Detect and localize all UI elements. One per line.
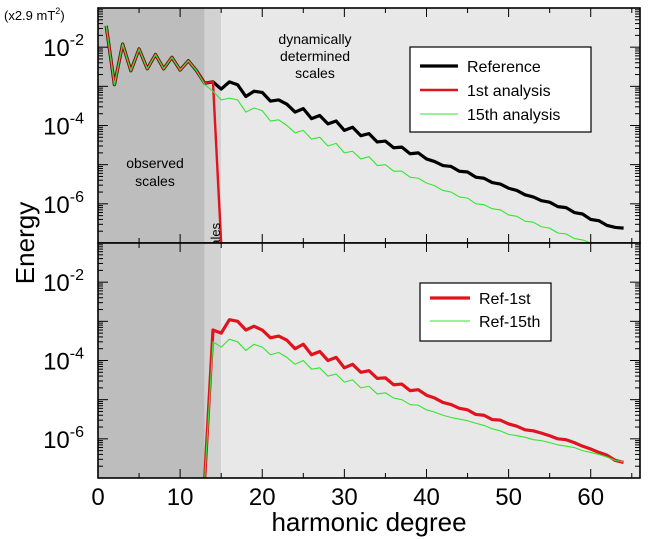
legend-box xyxy=(419,282,552,342)
y-tick-label: 10-4 xyxy=(43,111,84,141)
region-label-dynamic: dynamically xyxy=(278,31,351,47)
y-tick-label-exponent: -2 xyxy=(70,32,84,49)
x-tick-label: 40 xyxy=(413,484,440,511)
y-tick-label-exponent: -4 xyxy=(70,346,84,363)
y-tick-label-base: 10 xyxy=(43,427,70,454)
y-tick-label-exponent: -2 xyxy=(70,267,84,284)
y-tick-label-base: 10 xyxy=(43,270,70,297)
y-tick-label-base: 10 xyxy=(43,35,70,62)
top-panel: 10-210-410-6(x2.9 mT2)observedscalesdyna… xyxy=(4,6,641,321)
y-tick-label-base: 10 xyxy=(43,192,70,219)
x-tick-label: 60 xyxy=(577,484,604,511)
plot-frame xyxy=(97,242,641,479)
unit-label-superscript: 2 xyxy=(55,6,60,16)
unit-label: (x2.9 mT2) xyxy=(4,6,65,23)
x-axis-label: harmonic degree xyxy=(271,507,466,537)
legend-label: Ref-15th xyxy=(479,314,540,331)
legend-label: 15th analysis xyxy=(467,107,560,124)
y-tick-label-base: 10 xyxy=(43,114,70,141)
y-tick-label: 10-2 xyxy=(43,267,84,297)
unit-label-close: ) xyxy=(60,8,64,23)
series-line-ref-15th xyxy=(204,338,624,479)
y-tick-label: 10-4 xyxy=(43,346,84,376)
unit-label-text: (x2.9 mT xyxy=(4,8,55,23)
y-tick-label: 10-6 xyxy=(43,189,84,219)
legend-label: 1st analysis xyxy=(467,83,551,100)
shared-axis-labels: harmonic degree Energy xyxy=(10,202,467,537)
legend-top: Reference 1st analysis 15th analysis xyxy=(409,46,592,133)
y-tick-label-exponent: -4 xyxy=(70,111,84,128)
y-axis-label: Energy xyxy=(10,202,40,284)
region-label-observed: scales xyxy=(135,173,175,189)
y-tick-label-base: 10 xyxy=(43,349,70,376)
x-tick-label: 50 xyxy=(495,484,522,511)
series-line-ref-1st xyxy=(203,318,624,479)
legend-label: Reference xyxy=(467,59,541,76)
region-label-dynamic: determined xyxy=(280,48,350,64)
y-tick-label: 10-6 xyxy=(43,424,84,454)
legend-box xyxy=(409,46,592,133)
region-label-observed: observed xyxy=(126,155,184,171)
x-tick-label: 20 xyxy=(249,484,276,511)
region-band-0 xyxy=(98,8,205,243)
y-tick-label: 10-2 xyxy=(43,32,84,62)
y-tick-label-exponent: -6 xyxy=(70,189,84,206)
x-tick-label: 30 xyxy=(331,484,358,511)
x-tick-label: 10 xyxy=(167,484,194,511)
legend-label: Ref-1st xyxy=(479,291,531,308)
region-band-0 xyxy=(98,243,205,478)
y-tick-label-exponent: -6 xyxy=(70,424,84,441)
region-label-dynamic: scales xyxy=(295,65,335,81)
legend-bottom: Ref-1st Ref-15th xyxy=(419,282,552,342)
series-line-15th-analysis xyxy=(105,25,624,244)
x-tick-label: 0 xyxy=(91,484,104,511)
